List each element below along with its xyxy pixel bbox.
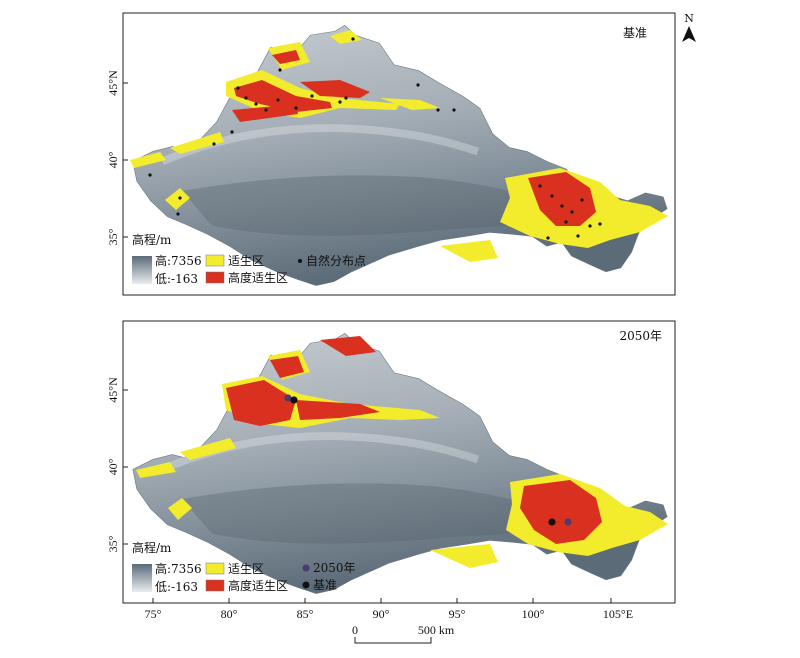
lat-tick-40: 40° xyxy=(106,151,120,168)
suitable-swatch xyxy=(205,562,225,575)
natural-distribution-points xyxy=(148,37,602,240)
lat-tick-35: 35° xyxy=(106,535,120,552)
panel-2050: 2050年 高程/m 高:7356 低:-163 适生区 高度适生区 2050年… xyxy=(106,320,676,604)
panel-title: 2050年 xyxy=(619,329,662,343)
panel-baseline: 基准 高程/m 高:7356 低:-163 适生区 高度适生区 自然分布点 45… xyxy=(106,12,676,296)
lon-tick-85: 85° xyxy=(297,607,314,621)
elevation-low-label: 低:-163 xyxy=(155,272,198,286)
latitude-ticks: 45°N 40° 35° xyxy=(106,377,128,552)
point-2050 xyxy=(564,518,572,526)
lat-tick-40: 40° xyxy=(106,458,120,475)
natural-point-label: 自然分布点 xyxy=(306,253,366,268)
elevation-color-ramp xyxy=(132,256,152,284)
natural-point-marker xyxy=(298,259,302,263)
longitude-ticks: 75° 80° 85° 90° 95° 100° 105°E xyxy=(145,598,633,621)
north-arrow-icon xyxy=(682,26,696,42)
lat-tick-35: 35° xyxy=(106,228,120,245)
lat-tick-45: 45°N xyxy=(106,70,120,96)
point-baseline xyxy=(290,396,298,404)
lon-tick-105: 105°E xyxy=(603,607,633,621)
panel-title: 基准 xyxy=(623,26,647,40)
elevation-legend-title: 高程/m xyxy=(132,232,172,247)
lon-tick-95: 95° xyxy=(449,607,466,621)
north-letter: N xyxy=(684,12,694,25)
suitability-patches xyxy=(136,336,668,568)
suitable-label: 适生区 xyxy=(228,254,264,268)
elevation-high-label: 高:7356 xyxy=(155,561,202,576)
highly-suitable-swatch xyxy=(205,271,225,284)
point-2050 xyxy=(284,394,292,402)
lat-tick-45: 45°N xyxy=(106,377,120,403)
north-arrow: N xyxy=(682,12,696,42)
highly-suitable-label: 高度适生区 xyxy=(228,270,288,285)
scale-bar: 0 500 km xyxy=(352,623,455,644)
elevation-legend-title: 高程/m xyxy=(132,540,172,555)
suitable-swatch xyxy=(205,254,225,267)
lon-tick-80: 80° xyxy=(221,607,238,621)
lon-tick-90: 90° xyxy=(373,607,390,621)
point-2050-marker xyxy=(302,564,310,572)
legend: 高程/m 高:7356 低:-163 适生区 高度适生区 自然分布点 xyxy=(132,232,366,286)
lon-tick-100: 100° xyxy=(522,607,545,621)
highly-suitable-swatch xyxy=(205,579,225,592)
point-baseline xyxy=(548,518,556,526)
legend: 高程/m 高:7356 低:-163 适生区 高度适生区 2050年 基准 xyxy=(132,540,356,594)
highly-suitable-label: 高度适生区 xyxy=(228,578,288,593)
point-2050-label: 2050年 xyxy=(313,561,356,575)
suitable-label: 适生区 xyxy=(228,562,264,576)
scale-zero: 0 xyxy=(352,623,358,637)
point-baseline-marker xyxy=(302,581,310,589)
point-markers xyxy=(284,394,572,526)
elevation-low-label: 低:-163 xyxy=(155,580,198,594)
elevation-color-ramp xyxy=(132,564,152,592)
elevation-high-label: 高:7356 xyxy=(155,253,202,268)
lon-tick-75: 75° xyxy=(145,607,162,621)
scale-end: 500 km xyxy=(418,623,455,637)
suitability-patches xyxy=(130,30,668,262)
point-baseline-label: 基准 xyxy=(313,578,337,592)
latitude-ticks: 45°N 40° 35° xyxy=(106,70,128,245)
